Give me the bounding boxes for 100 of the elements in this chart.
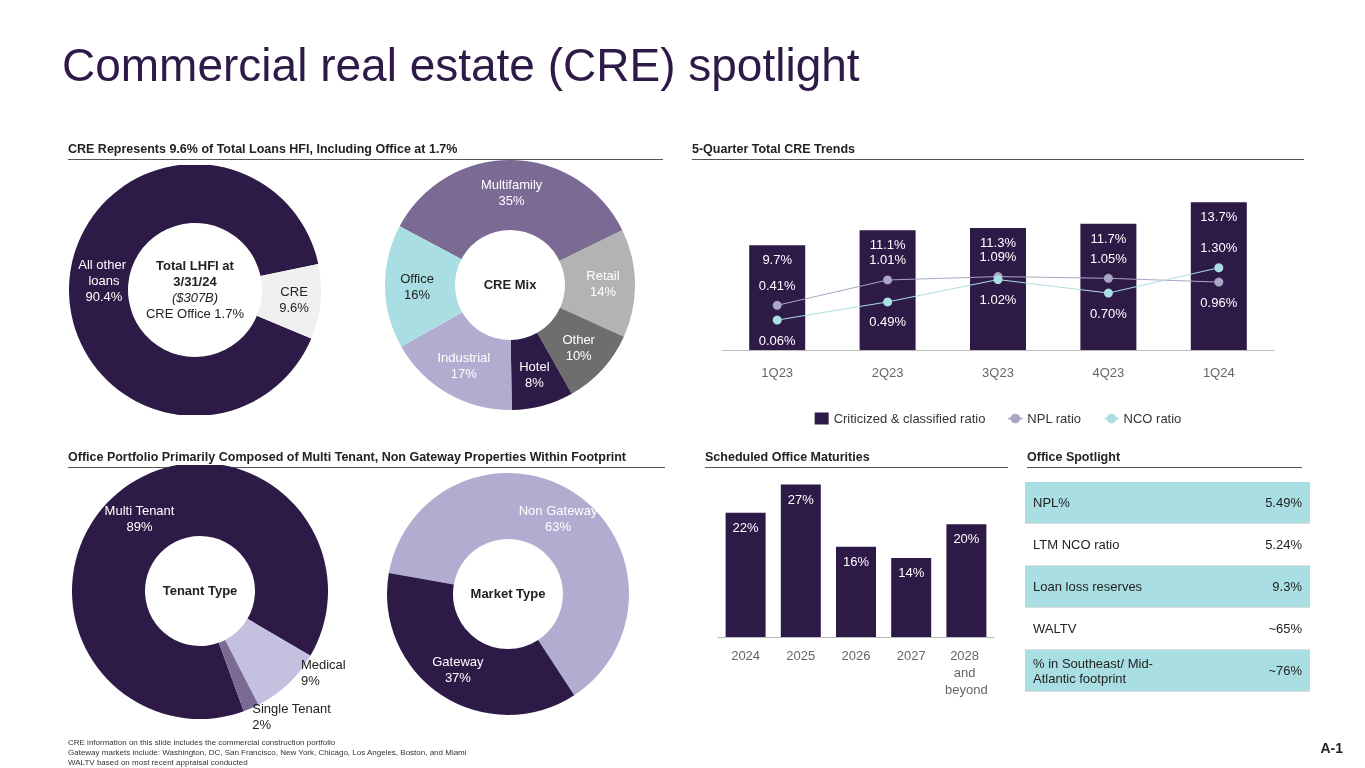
legend-label: NPL ratio [1027,411,1082,426]
text: Commercial real estate (CRE) spotlight [62,38,860,92]
category-label: LTM NCO ratio [1025,523,1191,566]
chart-title: Office Portfolio Primarily Composed of Multi Tenant, Non Gateway Properties Within Footprint [68,450,665,468]
data-label: 63% [545,518,572,534]
data-label: 9% [300,672,321,688]
data-label: 37% [444,670,472,686]
slice-label: All other loans [78,257,130,289]
chart-subtitle: CRE Represents 9.6% of Total Loans HFI, Including Office at 1.7% [68,142,663,160]
chart-title: Scheduled Office Maturities [705,450,1008,468]
point [772,315,782,325]
point [772,300,782,310]
category-label: Loan loss reserves [1025,565,1191,608]
text: Total LHFI at 3/31/24 [155,258,235,290]
x-tick-label: 1Q23 [761,365,794,380]
data-label: 35% [498,192,526,208]
data-label: 11.7% [1090,230,1127,246]
text: CRE Office 1.7% [145,306,245,322]
slice-label: Hotel [519,359,550,375]
data-label: 11.1% [869,237,906,253]
text: ~76% [1268,663,1302,678]
point [883,297,893,307]
x-tick-label: 4Q23 [1092,365,1125,380]
x-tick-label: 3Q23 [982,365,1014,380]
x-tick-label: 2Q23 [871,365,904,380]
data-label: 11.3% [980,235,1017,251]
bar [859,230,916,350]
chart-title: 5-Quarter Total CRE Trends [692,142,1304,160]
data-label: 16% [403,286,431,302]
point [883,275,893,285]
slice-label: Medical [300,656,346,672]
bar [946,524,987,637]
data-label: 13.7% [1200,209,1238,225]
data-label: 8% [524,375,545,391]
text: ($307B) [170,290,220,306]
data-label: 1.01% [869,252,907,268]
data-label: 0.41% [758,277,797,293]
data-label: 10% [565,348,593,364]
bar [1080,223,1137,350]
data-label: 1.30% [1200,240,1238,256]
bar [891,557,932,637]
data-label: 14% [898,564,925,580]
x-tick-label: 2025 [786,648,816,663]
slice-label: Office [400,270,434,286]
slice-label: Single Tenant [252,700,332,716]
text: Tenant Type [161,583,239,599]
text: Office Spotlight [1027,450,1302,468]
bar [749,245,806,350]
text: WALTV based on most recent appraisal conducted [68,758,249,768]
slice-label: Industrial [437,350,491,366]
data-label: 0.06% [758,332,797,348]
data-label: 1.09% [979,249,1017,265]
data-label: 0.49% [869,314,907,330]
legend-label: Criticized & classified ratio [833,411,986,426]
slice-label: CRE [280,283,309,299]
bar [780,484,821,637]
point [1214,277,1224,287]
bar [836,546,876,637]
slice-label: Other [562,332,596,348]
text: Market Type [469,586,547,602]
text: 5.24% [1265,537,1302,552]
text: ~65% [1268,621,1302,636]
text: 9.3% [1272,579,1302,594]
x-tick-label: 2028 and beyond [945,648,988,697]
slice-label: Retail [586,268,620,284]
data-label: 16% [842,553,870,569]
bar [725,512,766,637]
x-tick-label: 2027 [896,648,926,663]
slice-label: Gateway [432,654,485,670]
bar [1190,202,1247,350]
data-label: 1.05% [1089,250,1128,266]
data-label: 90.4% [85,289,123,305]
data-label: 9.7% [762,252,793,268]
text: CRE Mix [482,277,538,293]
data-label: 22% [732,519,760,535]
text: CRE information on this slide includes the commercial construction portfolio [68,738,337,748]
text: 5.49% [1265,495,1302,510]
data-label: 0.96% [1200,294,1238,310]
category-label: NPL% [1025,482,1191,524]
data-label: 9.6% [279,299,310,315]
slice-label: Non Gateway [518,502,598,518]
text: Gateway markets include: Washington, DC, San Francisco, New York, Chicago, Los Angeles, Boston, and Miami [68,748,467,758]
category-label: % in Southeast/ Mid-Atlantic footprint [1025,649,1191,692]
data-label: 2% [252,716,272,732]
point [1214,263,1224,273]
bar [970,228,1026,350]
x-tick-label: 2024 [731,648,761,663]
data-label: 0.70% [1089,305,1128,321]
point [1103,273,1113,283]
slice-label: Multi Tenant [104,502,175,518]
data-label: 1.02% [979,292,1017,308]
data-label: 17% [450,366,478,382]
x-tick-label: 1Q24 [1202,365,1235,380]
data-label: 89% [126,518,153,534]
legend-label: NCO ratio [1123,411,1182,426]
data-label: 20% [953,531,980,547]
data-label: 27% [787,491,815,507]
x-tick-label: 2026 [841,648,871,663]
data-label: 14% [589,284,617,300]
point [1103,288,1113,298]
